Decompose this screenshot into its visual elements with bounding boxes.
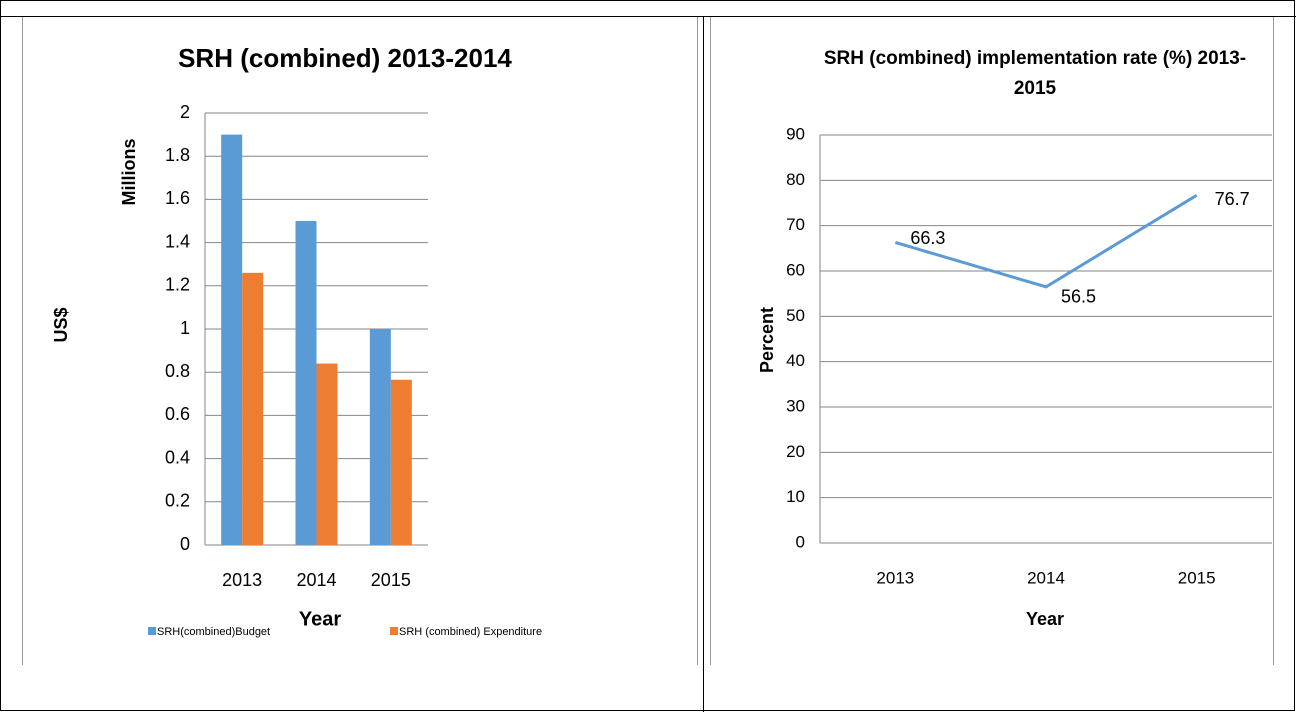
y-tick-label: 1	[180, 318, 190, 338]
x-tick-label: 2013	[222, 570, 262, 590]
bar	[369, 329, 391, 545]
x-axis-label: Year	[299, 608, 341, 630]
chart-title: SRH (combined) implementation rate (%) 2…	[823, 48, 1247, 99]
y-tick-label: 10	[786, 487, 805, 506]
y-tick-label: 70	[786, 215, 805, 234]
legend-swatch	[148, 627, 156, 635]
bar	[390, 379, 412, 545]
x-tick-label: 2014	[1027, 568, 1065, 587]
data-label: 76.7	[1215, 189, 1250, 209]
y-tick-label: 30	[786, 396, 805, 415]
y-tick-label: 0.6	[165, 404, 190, 424]
bar	[295, 221, 317, 545]
y-tick-label: 2	[180, 102, 190, 122]
y-tick-label: 0.4	[165, 447, 190, 467]
y-tick-label: 0.8	[165, 361, 190, 381]
chart-title: SRH (combined) 2013-2014	[178, 43, 512, 73]
y-tick-label: 90	[786, 124, 805, 143]
y-axis-label: Percent	[757, 307, 777, 373]
cell-frames	[22, 17, 1274, 665]
bar	[242, 272, 264, 545]
y-tick-label: 0.2	[165, 491, 190, 511]
x-tick-label: 2013	[876, 568, 914, 587]
y-tick-label: 50	[786, 306, 805, 325]
x-axis-label: Year	[1026, 609, 1064, 629]
legend-label: SRH (combined) Expenditure	[399, 626, 542, 638]
data-label: 66.3	[910, 228, 945, 248]
data-label: 56.5	[1061, 287, 1096, 307]
y-tick-label: 1.2	[165, 275, 190, 295]
line	[894, 194, 1198, 289]
y-tick-label: 80	[786, 170, 805, 189]
y-tick-label: 0	[180, 534, 190, 554]
legend-swatch	[390, 627, 398, 635]
x-tick-label: 2015	[371, 570, 411, 590]
y-tick-label: 1.8	[165, 145, 190, 165]
legend-label: SRH(combined)Budget	[157, 626, 270, 638]
y-unit-label: Millions	[119, 139, 139, 206]
y-tick-label: 1.6	[165, 188, 190, 208]
bar	[221, 134, 243, 545]
y-tick-label: 60	[786, 260, 805, 279]
y-axis-label: US$	[51, 307, 71, 342]
y-tick-label: 20	[786, 442, 805, 461]
bar	[316, 363, 338, 545]
x-tick-label: 2014	[296, 570, 336, 590]
y-tick-label: 40	[786, 351, 805, 370]
y-tick-label: 1.4	[165, 231, 190, 251]
x-tick-label: 2015	[1178, 568, 1216, 587]
y-tick-label: 0	[796, 532, 805, 551]
